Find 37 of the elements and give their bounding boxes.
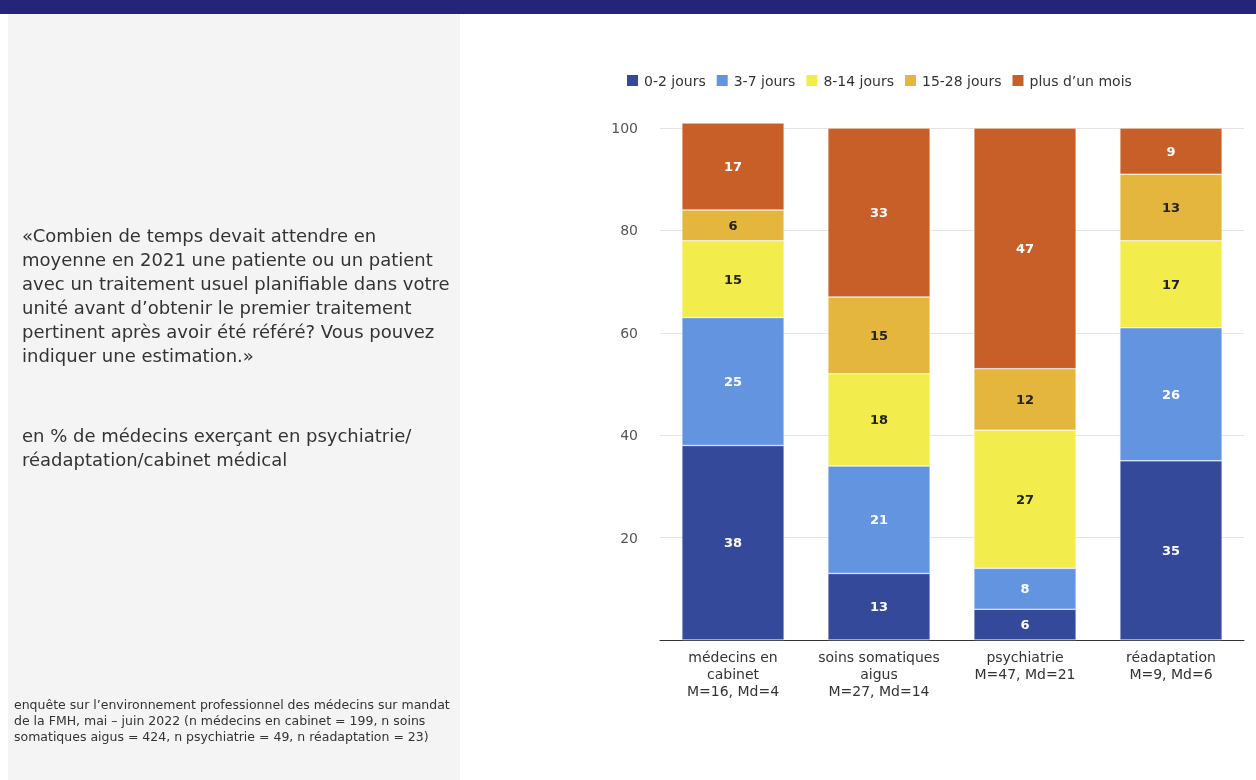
y-tick-label: 100	[611, 120, 638, 137]
text: «Combien de temps devait attendre en moyenne en 2021 une patiente ou un patient avec un traitement usuel planifiable dans votre unité avant d’obtenir le premier traitement pertinent après avoir été référé? Vous pouvez indiquer une estimation.»	[22, 224, 451, 368]
data-label: 21	[869, 512, 889, 528]
legend-label: 15-28 jours	[921, 72, 1002, 89]
x-tick-label: médecins en cabinet M=16, Md=4	[686, 648, 780, 699]
text: en % de médecins exerçant en psychiatrie/ réadaptation/cabinet médical	[22, 424, 413, 472]
data-label: 8	[1020, 581, 1030, 597]
data-label: 6	[728, 217, 738, 233]
data-label: 18	[869, 412, 889, 428]
data-label: 38	[723, 535, 743, 551]
legend-label: 8-14 jours	[823, 72, 894, 89]
data-label: 6	[1020, 617, 1030, 633]
y-tick-label: 80	[620, 222, 638, 239]
legend-label: 0-2 jours	[644, 72, 706, 89]
data-label: 27	[1015, 491, 1035, 507]
y-tick-label: 40	[620, 427, 638, 444]
data-label: 15	[723, 271, 743, 287]
text: enquête sur l’environnement professionnel des médecins sur mandat de la FMH, mai – juin 2022 (n médecins en cabinet = 199, n soins somatiques aigus = 424, n psychiatrie = 49, n réadaptation = 23)	[14, 697, 451, 745]
data-label: 13	[1161, 199, 1181, 215]
x-tick-label: soins somatiques aigus M=27, Md=14	[818, 648, 940, 699]
data-label: 15	[869, 327, 889, 343]
data-label: 17	[1161, 276, 1181, 292]
legend-label: plus d’un mois	[1029, 72, 1132, 89]
data-label: 35	[1161, 542, 1181, 558]
data-label: 13	[869, 599, 889, 615]
y-tick-label: 60	[620, 324, 638, 341]
x-tick-label: réadaptation M=9, Md=6	[1126, 648, 1216, 682]
y-tick-label: 20	[620, 529, 638, 546]
data-label: 12	[1015, 391, 1035, 407]
data-label: 9	[1166, 143, 1176, 159]
data-label: 26	[1161, 386, 1181, 402]
x-tick-label: psychiatrie M=47, Md=21	[974, 648, 1076, 682]
data-label: 17	[723, 159, 743, 175]
data-label: 33	[869, 205, 889, 221]
legend-label: 3-7 jours	[733, 72, 796, 89]
data-label: 25	[723, 374, 743, 389]
data-label: 47	[1015, 240, 1035, 256]
